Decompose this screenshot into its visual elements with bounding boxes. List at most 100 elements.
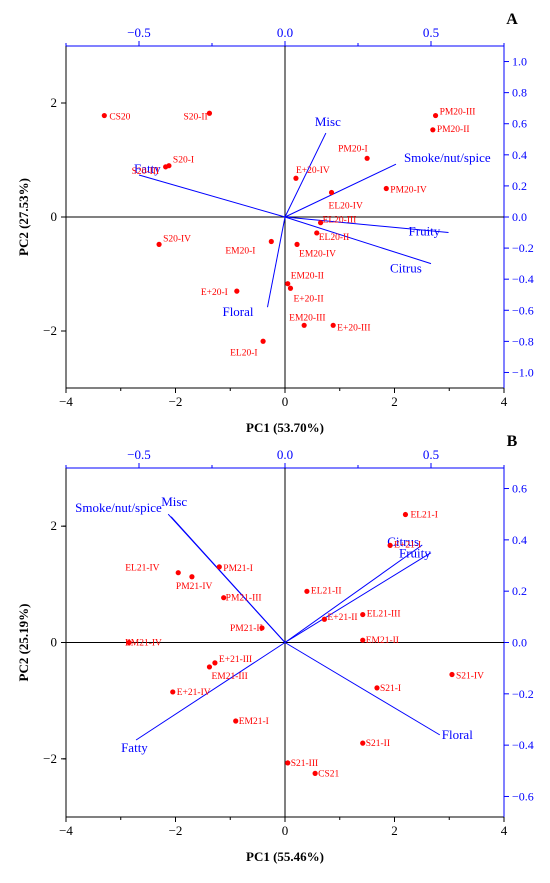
point-label: PM21-III — [226, 594, 262, 604]
score-point — [449, 671, 455, 678]
score-point — [170, 689, 176, 695]
top-tick-label: 0.5 — [423, 25, 439, 40]
point-label: EM20-II — [291, 272, 324, 282]
point-label: EL21-II — [311, 586, 342, 596]
point-label: EM21-II — [366, 636, 399, 646]
point-label: E+21-IV — [177, 688, 211, 698]
score-point — [317, 220, 324, 226]
point-label: PM20-I — [338, 144, 368, 154]
score-point — [212, 660, 218, 666]
right-tick-label: 0.4 — [512, 533, 527, 547]
point-label: S21-III — [291, 759, 318, 769]
point-label: EL20-III — [323, 216, 357, 226]
score-point — [221, 595, 227, 601]
x-tick-label: 4 — [501, 394, 508, 409]
loading-label: Fruity — [409, 224, 441, 239]
right-tick-label: −1.0 — [512, 365, 534, 379]
score-point — [314, 230, 320, 236]
point-label: PM21-I — [223, 564, 253, 574]
loading-label: Citrus — [387, 534, 419, 549]
right-tick-label: 0.0 — [512, 636, 527, 650]
loading-label: Smoke/nut/spice — [404, 150, 491, 165]
loading-vector — [135, 642, 286, 741]
x-axis-title: PC1 (55.46%) — [246, 849, 324, 864]
x-tick-label: −4 — [59, 394, 73, 409]
right-tick-label: −0.2 — [512, 241, 534, 255]
loading-vector — [284, 552, 432, 643]
point-label: E+20-II — [293, 294, 323, 304]
score-point — [304, 588, 310, 594]
score-point — [387, 542, 393, 548]
x-tick-label: 0 — [282, 394, 289, 409]
point-label: S20-III — [132, 167, 159, 177]
score-point — [175, 570, 181, 576]
y-tick-label: 2 — [51, 518, 58, 533]
right-tick-label: −0.4 — [512, 272, 534, 286]
point-label: E+20-I — [201, 288, 228, 298]
point-label: EM21-IV — [125, 639, 162, 649]
top-tick-label: 0.0 — [277, 25, 293, 40]
x-tick-label: 2 — [391, 823, 398, 838]
score-point — [285, 760, 291, 766]
score-point — [260, 338, 266, 344]
panel-label: B — [507, 433, 518, 450]
point-label: PM20-IV — [390, 186, 427, 196]
point-label: S20-IV — [163, 234, 191, 244]
score-point — [156, 241, 162, 247]
score-point — [402, 511, 409, 518]
point-label: E+21-I — [394, 540, 421, 550]
point-label: EM21-I — [239, 717, 269, 727]
right-tick-label: 0.2 — [512, 179, 527, 193]
point-label: CS20 — [109, 113, 130, 123]
loading-label: Misc — [161, 494, 187, 509]
top-tick-label: 0.0 — [277, 447, 293, 462]
score-point — [268, 238, 274, 245]
loading-vector — [284, 216, 449, 234]
x-tick-label: 4 — [501, 823, 508, 838]
y-tick-label: 2 — [51, 95, 58, 110]
point-label: CS21 — [318, 769, 339, 779]
loading-label: Floral — [222, 304, 253, 319]
score-point — [233, 718, 239, 724]
score-point — [360, 611, 366, 618]
point-label: EL20-IV — [329, 201, 363, 211]
y-axis-title: PC2 (25.19%) — [16, 604, 31, 682]
x-tick-label: 0 — [282, 823, 289, 838]
score-point — [285, 281, 291, 287]
top-tick-label: 0.5 — [423, 447, 439, 462]
biplot-panel-b: −4 −2 0 2 4 −2 0 2 −0.5 0.0 0.5 −0.6 −0.4 −0.2 0.0 0.2 0… — [16, 433, 534, 864]
right-tick-label: −0.6 — [512, 789, 534, 803]
loading-vector — [170, 516, 286, 643]
score-point — [360, 740, 366, 746]
right-tick-label: 0.0 — [512, 210, 527, 224]
right-tick-label: −0.2 — [512, 687, 534, 701]
right-tick-label: 1.0 — [512, 55, 527, 69]
right-tick-label: 0.8 — [512, 86, 527, 100]
y-axis-title: PC2 (27.53%) — [16, 178, 31, 256]
point-label: S20-II — [183, 112, 207, 122]
score-point — [430, 127, 436, 133]
point-label: PM20-III — [440, 108, 476, 118]
top-tick-label: −0.5 — [127, 25, 151, 40]
point-label: E+21-II — [327, 613, 357, 623]
x-tick-label: −2 — [169, 394, 183, 409]
x-tick-label: −4 — [59, 823, 73, 838]
score-point — [189, 574, 195, 580]
score-point — [374, 685, 380, 691]
score-point — [364, 155, 370, 161]
score-point — [293, 175, 299, 181]
point-label: EL21-I — [410, 511, 437, 521]
loading-vector — [284, 216, 432, 265]
loading-label: Floral — [442, 727, 473, 742]
right-tick-label: −0.8 — [512, 334, 534, 348]
loading-vector — [284, 544, 423, 643]
score-point — [312, 770, 318, 776]
score-point — [330, 322, 336, 328]
loading-label: Misc — [315, 114, 341, 129]
right-tick-label: −0.6 — [512, 303, 534, 317]
point-label: PM21-II — [230, 624, 263, 634]
score-point — [432, 112, 439, 119]
right-tick-label: −0.4 — [512, 738, 534, 752]
point-label: EL21-IV — [125, 564, 159, 574]
loading-vector — [284, 132, 327, 218]
